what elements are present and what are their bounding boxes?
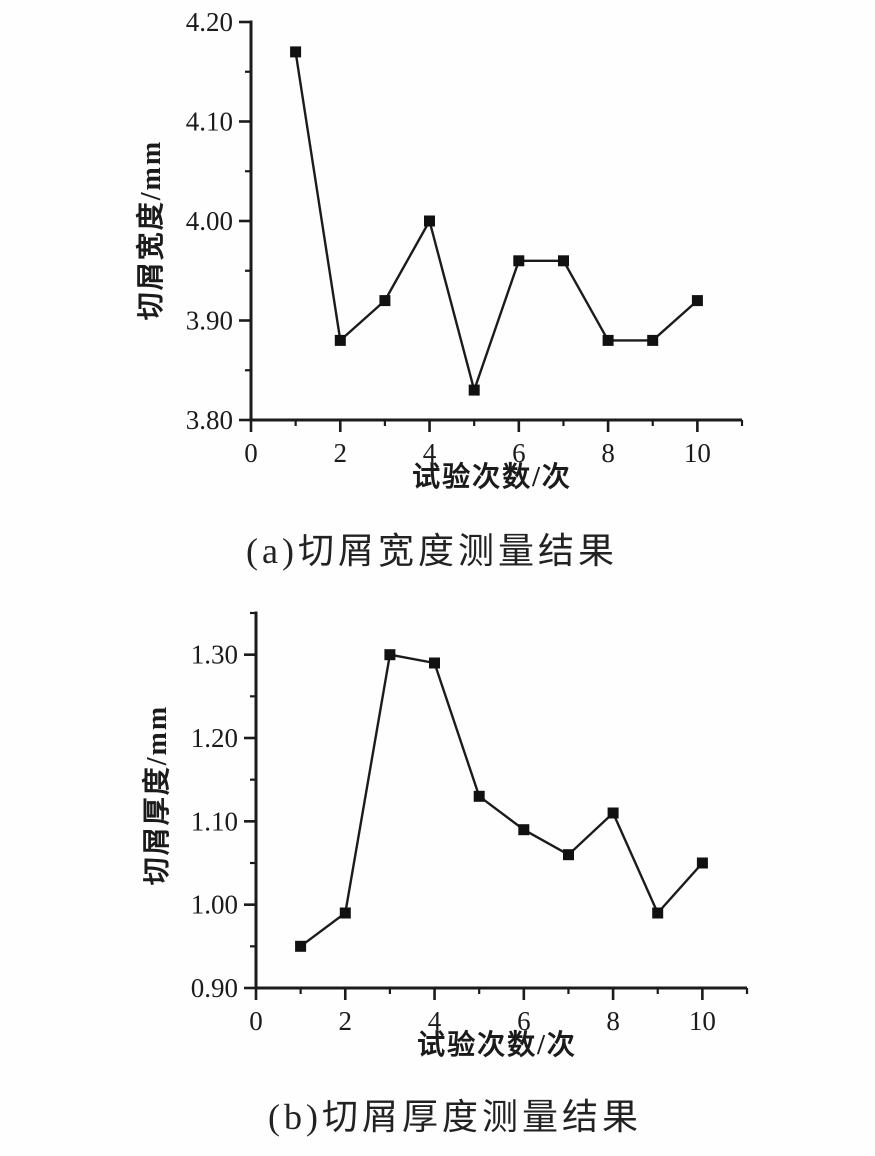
data-point-marker [429,657,440,669]
x-tick-label: 6 [512,438,526,468]
data-point-marker [513,255,525,267]
chart-b-caption: (b)切屑厚度测量结果 [268,1097,642,1137]
x-tick-label: 8 [606,1006,620,1036]
data-point-marker [607,807,619,819]
x-tick-label: 10 [689,1006,716,1036]
y-tick-label: 3.80 [186,405,233,435]
x-tick-label: 4 [423,438,437,468]
y-tick-label: 1.10 [191,806,238,836]
chart-a-plot: 3.80 3.90 4.00 4.10 4.20 0 2 4 6 8 10 [186,7,744,468]
data-point-marker [339,907,351,919]
data-point-marker [691,295,703,307]
chart-a-y-axis-title: 切屑宽度/mm [136,139,167,321]
y-tick-label: 1.30 [191,640,238,670]
data-point-marker [334,334,346,346]
y-tick-label: 0.90 [191,973,238,1003]
y-tick-label: 1.00 [191,890,238,920]
data-point-marker [290,46,302,58]
x-tick-label: 2 [339,1006,353,1036]
chart-a-x-axis-title: 试验次数/次 [412,462,572,493]
y-tick-label: 4.20 [186,7,233,37]
data-point-marker [647,334,659,346]
y-tick-label: 4.10 [186,107,233,137]
y-tick-label: 1.20 [191,723,238,753]
data-point-marker [295,940,307,952]
chart-b-x-axis-title: 试验次数/次 [417,1030,577,1061]
chart-a-caption: (a)切屑宽度测量结果 [246,531,618,571]
data-point-marker [473,790,485,802]
data-point-marker [696,857,708,869]
x-tick-label: 6 [517,1006,531,1036]
chart-b-plot: 0.90 1.00 1.10 1.20 1.30 0 2 4 6 8 10 [191,611,749,1036]
data-point-marker [424,215,435,227]
y-tick-label: 3.90 [186,306,233,336]
data-point-marker [558,255,569,267]
chart-b-y-axis-title: 切屑厚度/mm [142,704,173,886]
data-point-marker [563,849,574,861]
x-tick-label: 10 [684,438,711,468]
data-point-marker [379,295,391,307]
data-point-marker [518,824,530,836]
x-tick-label: 4 [428,1006,442,1036]
data-point-marker [652,907,664,919]
x-tick-label: 8 [601,438,615,468]
series-line [299,653,704,948]
data-point-marker [468,384,480,396]
x-tick-label: 0 [244,438,258,468]
data-point-marker [384,649,396,661]
x-tick-label: 2 [334,438,348,468]
series-line [294,51,699,395]
y-tick-label: 4.00 [186,206,233,236]
data-point-marker [602,334,614,346]
x-tick-label: 0 [249,1006,263,1036]
